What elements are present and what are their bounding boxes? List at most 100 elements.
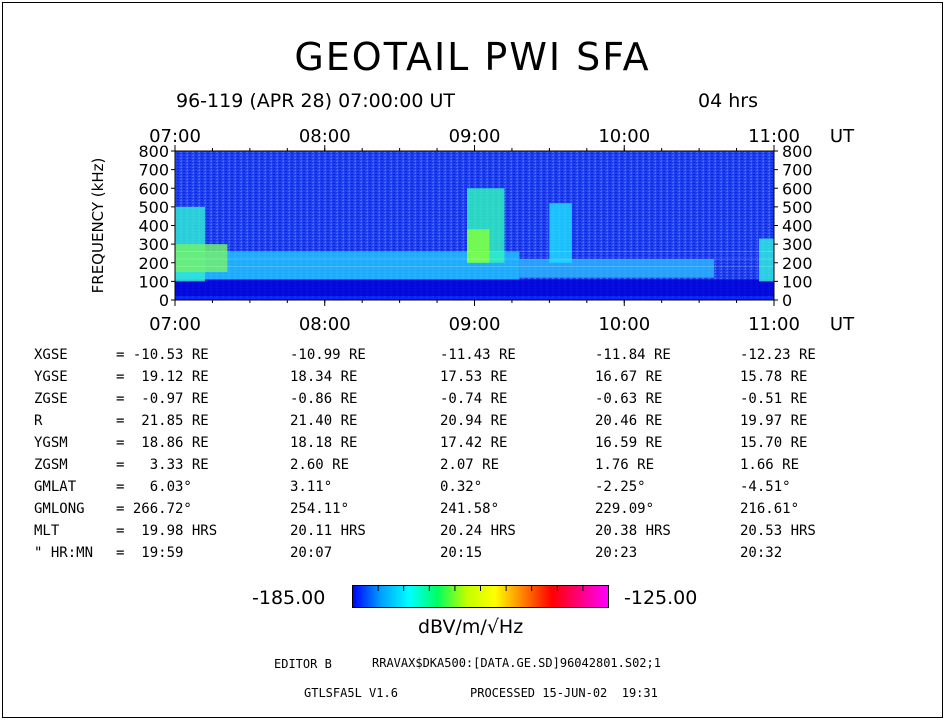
y-tick-label-left: 300 <box>138 235 169 254</box>
x-tick-label-top: 10:00 <box>598 126 650 147</box>
orbit-row-label: MLT <box>34 523 60 539</box>
y-tick-label-left: 100 <box>138 272 169 291</box>
orbit-value: 18.18 RE <box>290 435 358 451</box>
orbit-row-label: YGSE <box>34 369 68 385</box>
orbit-row-label: R <box>34 413 43 429</box>
orbit-value: 15.78 RE <box>740 369 808 385</box>
spectrogram-feature-peak <box>467 229 490 263</box>
y-tick-label-right: 300 <box>782 235 813 254</box>
y-tick-label-right: 200 <box>782 254 813 273</box>
x-unit-top: UT <box>830 126 855 147</box>
orbit-row-label: GMLONG <box>34 501 85 517</box>
x-tick-label-bottom: 09:00 <box>449 314 501 335</box>
orbit-value: -11.84 RE <box>595 347 671 363</box>
editor-label: EDITOR B <box>274 657 332 671</box>
orbit-value: = 6.03° <box>116 479 192 495</box>
colorbar-max-label: -125.00 <box>624 587 698 609</box>
orbit-row-label: YGSM <box>34 435 68 451</box>
orbit-value: 20:15 <box>440 545 483 561</box>
orbit-value: 16.67 RE <box>595 369 663 385</box>
orbit-row-label: GMLAT <box>34 479 77 495</box>
y-tick-label-right: 800 <box>782 142 813 161</box>
orbit-value: -0.74 RE <box>440 391 508 407</box>
y-tick-label-left: 500 <box>138 198 169 217</box>
program-version: GTLSFA5L V1.6 <box>304 686 398 700</box>
y-tick-label-left: 0 <box>159 291 169 310</box>
spectrogram-feature-very-low <box>175 279 774 297</box>
orbit-value: 1.76 RE <box>595 457 655 473</box>
orbit-value: -10.99 RE <box>290 347 366 363</box>
spectrogram-chart: 07:00 07:00 08:00 08:00 09:00 09:00 10:00 10:00… <box>89 126 855 335</box>
orbit-value: 216.61° <box>740 501 800 517</box>
orbit-value: 20.24 HRS <box>440 523 516 539</box>
x-tick-label-bottom: 07:00 <box>149 314 201 335</box>
orbit-value: 0.32° <box>440 479 483 495</box>
spectrogram-feature-high <box>759 238 774 282</box>
duration-label: 04 hrs <box>698 90 758 112</box>
orbit-value: = 19.12 RE <box>116 369 209 385</box>
orbit-row-label: XGSE <box>34 347 68 363</box>
orbit-value: 17.42 RE <box>440 435 508 451</box>
orbit-value: = -10.53 RE <box>116 347 209 363</box>
spectrogram-feature-peak <box>175 244 228 273</box>
spectrogram-feature-low <box>175 296 774 300</box>
orbit-value: 20.53 HRS <box>740 523 816 539</box>
orbit-value: = 3.33 RE <box>116 457 209 473</box>
orbit-row-label: ZGSM <box>34 457 68 473</box>
orbit-row-label: ZGSE <box>34 391 68 407</box>
colorbar-min-label: -185.00 <box>252 587 326 609</box>
orbit-value: 20:32 <box>740 545 783 561</box>
orbit-value: 16.59 RE <box>595 435 663 451</box>
orbit-value: -11.43 RE <box>440 347 516 363</box>
orbit-value: -0.63 RE <box>595 391 663 407</box>
y-tick-label-right: 600 <box>782 179 813 198</box>
colorbar <box>352 585 609 608</box>
orbit-value: 3.11° <box>290 479 333 495</box>
orbit-value: 20.38 HRS <box>595 523 671 539</box>
orbit-value: = -0.97 RE <box>116 391 209 407</box>
date-line: 96-119 (APR 28) 07:00:00 UT <box>176 90 455 112</box>
y-tick-label-left: 700 <box>138 161 169 180</box>
orbit-value: = 19:59 <box>116 545 184 561</box>
file-path: RRAVAX$DKA500:[DATA.GE.SD]96042801.S02;1 <box>372 656 661 670</box>
orbit-value: 17.53 RE <box>440 369 508 385</box>
orbit-value: = 266.72° <box>116 501 192 517</box>
orbit-value: = 18.86 RE <box>116 435 209 451</box>
orbit-value: 20.94 RE <box>440 413 508 429</box>
orbit-value: 1.66 RE <box>740 457 800 473</box>
y-tick-label-right: 500 <box>782 198 813 217</box>
y-axis-label: FREQUENCY (kHz) <box>89 158 107 294</box>
orbit-value: 2.07 RE <box>440 457 500 473</box>
orbit-value: 229.09° <box>595 501 655 517</box>
x-tick-label-top: 09:00 <box>449 126 501 147</box>
x-tick-label-bottom: 10:00 <box>598 314 650 335</box>
y-tick-label-left: 200 <box>138 254 169 273</box>
orbit-value: 20:07 <box>290 545 333 561</box>
orbit-value: -0.51 RE <box>740 391 808 407</box>
orbit-value: 241.58° <box>440 501 500 517</box>
orbit-value: 18.34 RE <box>290 369 358 385</box>
x-tick-label-bottom: 11:00 <box>748 314 800 335</box>
orbit-value: -2.25° <box>595 479 646 495</box>
spectrogram-feature-medium <box>519 259 715 278</box>
spectrogram-feature-medium <box>549 203 572 263</box>
orbit-value: -12.23 RE <box>740 347 816 363</box>
orbit-value: 20.11 HRS <box>290 523 366 539</box>
x-unit-bottom: UT <box>830 314 855 335</box>
y-tick-label-right: 400 <box>782 217 813 236</box>
y-tick-label-left: 400 <box>138 217 169 236</box>
orbit-value: = 19.98 HRS <box>116 523 218 539</box>
y-tick-label-right: 700 <box>782 161 813 180</box>
orbit-row-label: " HR:MN <box>34 545 94 561</box>
orbit-value: = 21.85 RE <box>116 413 209 429</box>
orbit-value: 20:23 <box>595 545 638 561</box>
orbit-value: -0.86 RE <box>290 391 358 407</box>
y-tick-label-left: 600 <box>138 179 169 198</box>
spectrogram-feature-medium <box>175 251 520 280</box>
colorbar-unit: dBV/m/√Hz <box>418 616 524 638</box>
orbit-value: 2.60 RE <box>290 457 350 473</box>
x-tick-label-bottom: 08:00 <box>299 314 351 335</box>
y-tick-label-right: 0 <box>782 291 792 310</box>
